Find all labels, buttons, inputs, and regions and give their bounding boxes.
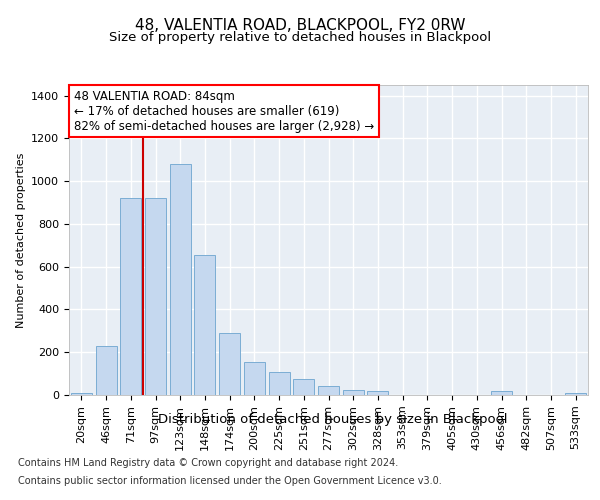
Bar <box>343 390 364 395</box>
Bar <box>95 346 116 395</box>
Bar <box>120 198 141 395</box>
Text: Size of property relative to detached houses in Blackpool: Size of property relative to detached ho… <box>109 32 491 44</box>
Text: Contains HM Land Registry data © Crown copyright and database right 2024.: Contains HM Land Registry data © Crown c… <box>18 458 398 468</box>
Bar <box>367 390 388 395</box>
Bar <box>244 362 265 395</box>
Text: Distribution of detached houses by size in Blackpool: Distribution of detached houses by size … <box>158 412 508 426</box>
Bar <box>269 372 290 395</box>
Bar <box>318 386 339 395</box>
Bar <box>194 255 215 395</box>
Bar <box>219 333 240 395</box>
Bar <box>491 390 512 395</box>
Bar <box>145 198 166 395</box>
Y-axis label: Number of detached properties: Number of detached properties <box>16 152 26 328</box>
Bar <box>565 393 586 395</box>
Text: 48 VALENTIA ROAD: 84sqm
← 17% of detached houses are smaller (619)
82% of semi-d: 48 VALENTIA ROAD: 84sqm ← 17% of detache… <box>74 90 374 132</box>
Bar <box>293 380 314 395</box>
Text: Contains public sector information licensed under the Open Government Licence v3: Contains public sector information licen… <box>18 476 442 486</box>
Bar <box>71 393 92 395</box>
Text: 48, VALENTIA ROAD, BLACKPOOL, FY2 0RW: 48, VALENTIA ROAD, BLACKPOOL, FY2 0RW <box>135 18 465 32</box>
Bar <box>170 164 191 395</box>
